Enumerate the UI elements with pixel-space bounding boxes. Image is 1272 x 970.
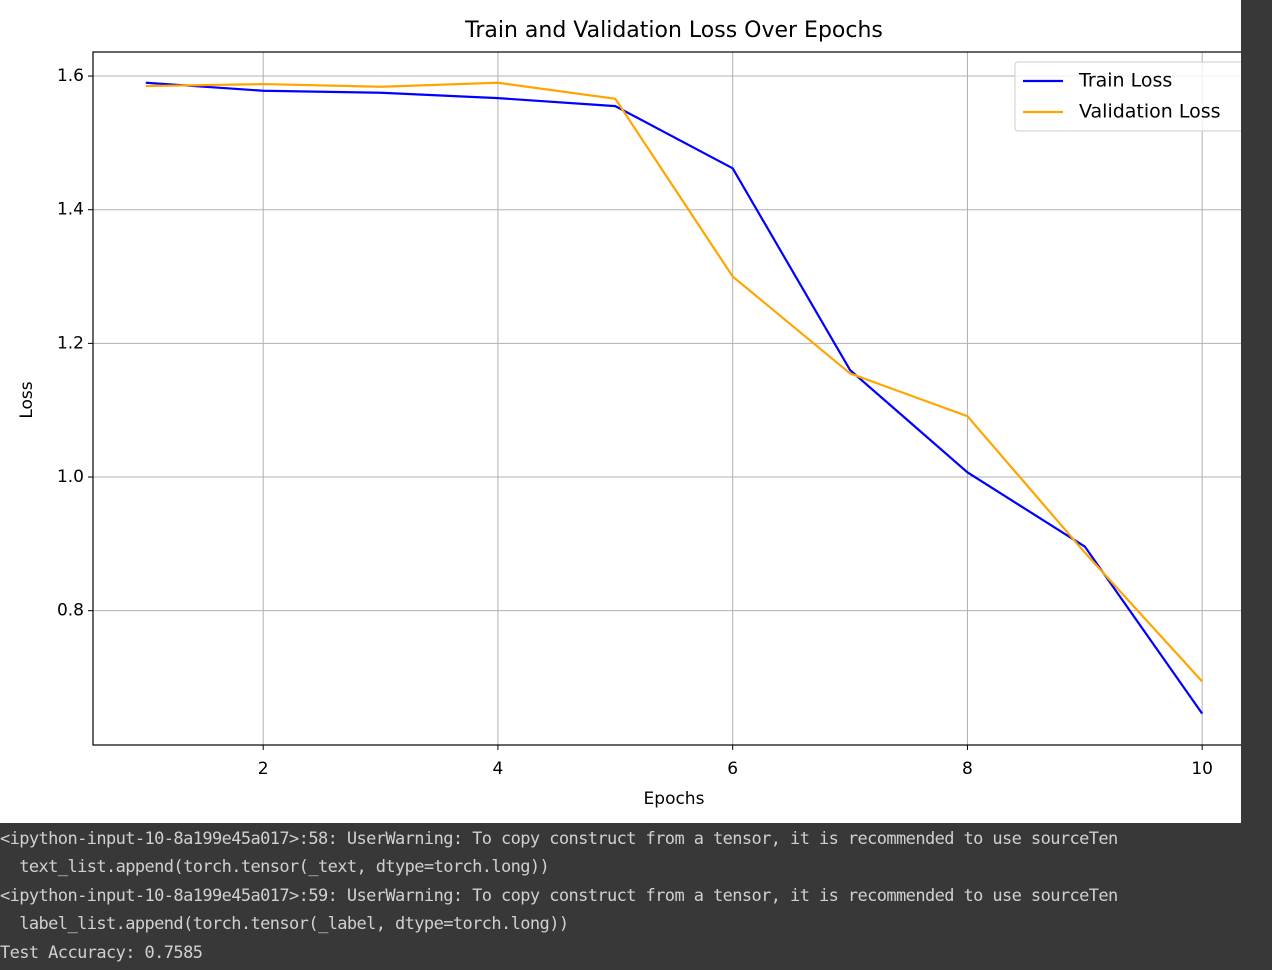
y-tick-label: 1.6 [57,66,84,86]
y-tick-label: 1.0 [57,467,84,487]
x-tick-label: 2 [258,759,269,779]
y-tick-label: 1.2 [57,333,84,353]
legend-label: Validation Loss [1079,101,1221,123]
y-tick-label: 0.8 [57,601,84,621]
data-line [145,81,1204,715]
x-tick-label: 8 [962,759,973,779]
chart-title: Train and Validation Loss Over Epochs [464,18,883,43]
legend-label: Train Loss [1078,70,1172,92]
x-tick-label: 6 [727,759,738,779]
x-tick-label: 4 [493,759,504,779]
x-tick-label: 10 [1191,759,1213,779]
chart: Train and Validation Loss Over Epochs Ep… [0,0,1241,823]
console-line: label_list.append(torch.tensor(_label, d… [0,914,569,935]
plot-frame [92,51,1241,746]
y-tick-label: 1.4 [57,200,84,220]
x-axis-label: Epochs [644,789,705,809]
legend-box [1014,61,1241,132]
console-line: <ipython-input-10-8a199e45a017>:58: User… [0,829,1118,849]
y-axis-label: Loss [17,381,37,418]
data-line [145,81,1203,683]
console-line: Test Accuracy: 0.7585 [0,942,203,963]
console-line: text_list.append(torch.tensor(_text, dty… [0,857,550,878]
console-line: <ipython-input-10-8a199e45a017>:59: User… [0,885,1118,906]
console-output: <ipython-input-10-8a199e45a017>:58: User… [0,825,1272,970]
